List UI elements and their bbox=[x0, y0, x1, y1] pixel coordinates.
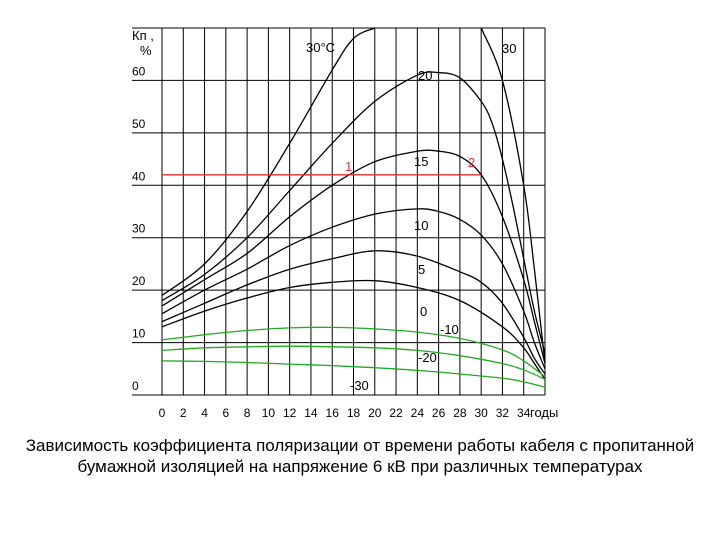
x-tick-label: 10 bbox=[262, 406, 276, 420]
y-tick-label: 20 bbox=[132, 274, 146, 288]
x-tick-label: 16 bbox=[326, 406, 340, 420]
curve--30 bbox=[161, 360, 546, 388]
x-tick-label: 4 bbox=[201, 406, 208, 420]
x-tick-label: 26 bbox=[432, 406, 446, 420]
chart-curves bbox=[161, 27, 546, 388]
curve-label: 5 bbox=[418, 262, 425, 277]
curve-10 bbox=[161, 208, 546, 370]
x-tick-label: 34 bbox=[517, 406, 531, 420]
curve-5 bbox=[161, 250, 546, 375]
curve-label: 0 bbox=[420, 304, 427, 319]
x-tick-label: 18 bbox=[347, 406, 361, 420]
y-tick-label: 60 bbox=[132, 64, 146, 78]
y-axis-unit: % bbox=[140, 43, 152, 58]
chart-caption: Зависимость коэффициента поляризации от … bbox=[25, 436, 695, 476]
x-tick-label: 14 bbox=[304, 406, 318, 420]
curve-30 bbox=[480, 27, 546, 364]
x-tick-label: 24 bbox=[411, 406, 425, 420]
curve-0 bbox=[161, 279, 546, 380]
curve-labels: 30°С 30 20 15 10 5 0 -10-20 -30 bbox=[306, 40, 516, 393]
curve-label: 15 bbox=[414, 154, 428, 169]
x-tick-label: 28 bbox=[453, 406, 467, 420]
x-tick-label: 22 bbox=[389, 406, 403, 420]
curve-label: 10 bbox=[414, 218, 428, 233]
curve-15 bbox=[161, 149, 546, 364]
curve-label: -10 bbox=[440, 322, 459, 337]
curve--10 bbox=[161, 326, 546, 378]
curve-label: -20 bbox=[418, 350, 437, 365]
chart-grid bbox=[132, 27, 546, 396]
x-tick-label: 8 bbox=[244, 406, 251, 420]
red-annotation: 2 bbox=[468, 155, 475, 170]
x-tick-label: 6 bbox=[222, 406, 229, 420]
red-annotation: 1 bbox=[345, 159, 352, 174]
y-tick-label: 0 bbox=[132, 379, 139, 393]
y-tick-label: 10 bbox=[132, 327, 146, 341]
axis-tick-labels: 0 2 4 6 8 10 12 14 16 18 20 22 24 26 28 30 32 34010203040… bbox=[132, 64, 531, 420]
curve--20 bbox=[161, 345, 546, 380]
x-tick-label: 2 bbox=[180, 406, 187, 420]
curve-30°C bbox=[161, 27, 376, 296]
curve-20 bbox=[161, 71, 546, 354]
x-axis-unit: годы bbox=[530, 405, 558, 420]
x-tick-label: 32 bbox=[496, 406, 510, 420]
x-tick-label: 0 bbox=[159, 406, 166, 420]
y-tick-label: 40 bbox=[132, 169, 146, 183]
x-tick-label: 12 bbox=[283, 406, 297, 420]
curve-label: 30°С bbox=[306, 40, 335, 55]
y-axis-label: Кп , bbox=[132, 28, 154, 43]
curve-label: 20 bbox=[418, 68, 432, 83]
x-tick-label: 20 bbox=[368, 406, 382, 420]
curve-label: -30 bbox=[350, 378, 369, 393]
y-tick-label: 30 bbox=[132, 222, 146, 236]
x-tick-label: 30 bbox=[474, 406, 488, 420]
curve-label: 30 bbox=[502, 41, 516, 56]
y-tick-label: 50 bbox=[132, 117, 146, 131]
